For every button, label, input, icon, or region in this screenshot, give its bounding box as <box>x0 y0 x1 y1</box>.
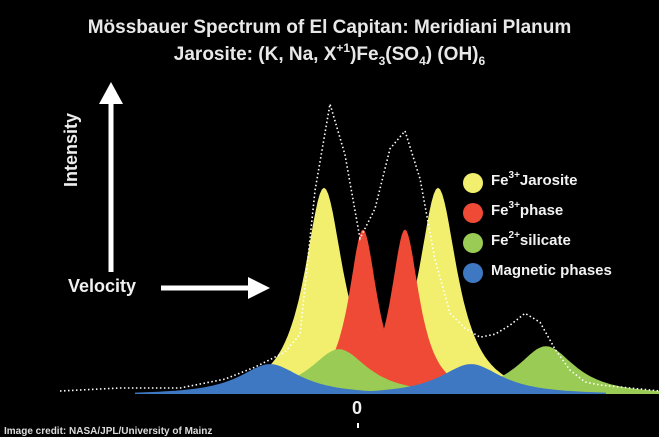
component-peak <box>342 229 468 394</box>
component-peak <box>336 364 606 394</box>
spectrum-panel: Mössbauer Spectrum of El Capitan: Meridi… <box>0 0 659 437</box>
formula-part: )Fe <box>350 44 379 65</box>
formula-part: ) (OH) <box>425 44 479 65</box>
legend-label: Magnetic phases <box>491 262 612 279</box>
formula-part: (SO <box>385 44 420 65</box>
legend-swatch <box>463 263 483 283</box>
component-peak <box>213 349 465 394</box>
formula-subscript: 6 <box>478 54 486 68</box>
component-peak <box>300 229 426 394</box>
formula-part: Jarosite: (K, Na, X <box>173 44 337 65</box>
component-peak <box>352 187 524 394</box>
formula-subscript: 4 <box>419 54 426 68</box>
chart-subtitle-formula: Jarosite: (K, Na, X+1)Fe3(SO4) (OH)6 <box>0 41 659 68</box>
image-credit: Image credit: NASA/JPL/University of Mai… <box>4 426 213 437</box>
intensity-arrow <box>99 82 123 272</box>
component-fills <box>135 187 659 394</box>
measured-spectrum-line <box>59 103 659 392</box>
velocity-arrow <box>161 277 270 299</box>
legend-label: Fe3+phase <box>491 200 564 219</box>
x-axis-label: Velocity <box>68 276 137 296</box>
legend-swatch <box>463 233 483 253</box>
component-peak <box>420 346 659 394</box>
formula-subscript: 3 <box>378 54 386 68</box>
legend-label: Fe3+Jarosite <box>491 170 578 189</box>
legend-label: Fe2+silicate <box>491 230 571 249</box>
x-tick-label-zero: 0 <box>352 398 363 418</box>
component-peak <box>135 364 405 394</box>
formula-superscript: +1 <box>336 41 351 55</box>
chart-title: Mössbauer Spectrum of El Capitan: Meridi… <box>87 17 572 38</box>
legend-swatch <box>463 173 483 193</box>
legend-swatch <box>463 203 483 223</box>
spectrum-plot <box>59 82 659 428</box>
component-peak <box>238 187 410 394</box>
y-axis-label: Intensity <box>61 113 81 188</box>
